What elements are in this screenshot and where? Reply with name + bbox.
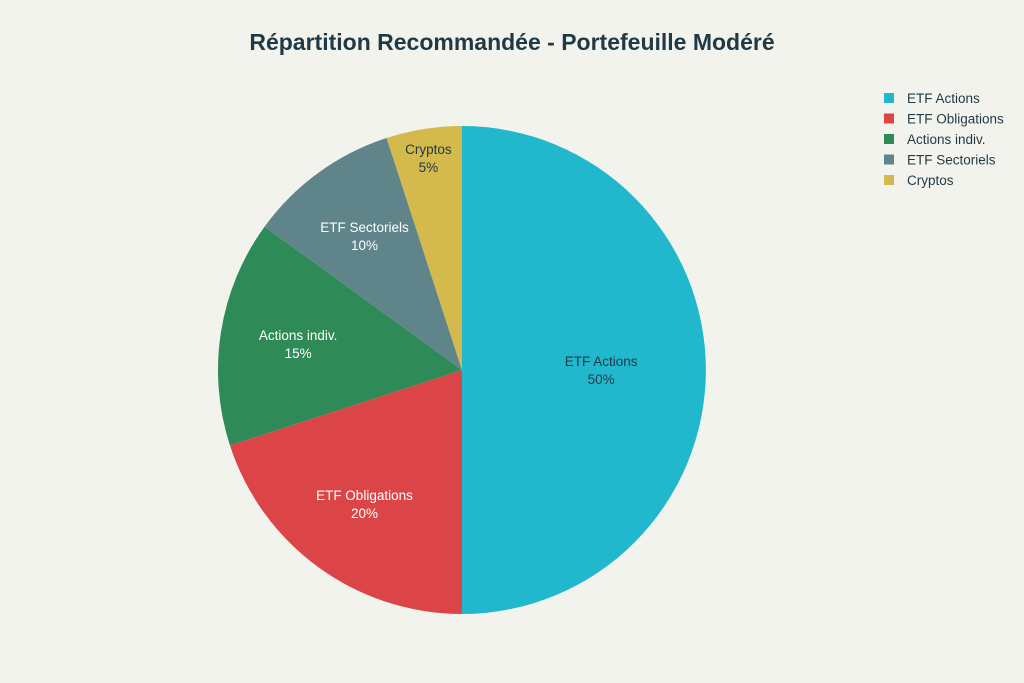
slice-value-etf-actions: 50% xyxy=(588,372,615,387)
legend-swatch-cryptos xyxy=(884,175,894,185)
legend: ETF Actions ETF Obligations Actions indiv.… xyxy=(884,91,1004,188)
legend-label-actions-indiv: Actions indiv. xyxy=(907,132,986,147)
legend-swatch-etf-obligations xyxy=(884,113,894,124)
slice-value-etf-sectoriels: 10% xyxy=(351,238,378,253)
pie-slices xyxy=(218,126,706,614)
pie-slice-cryptos xyxy=(386,126,462,370)
slice-value-cryptos: 5% xyxy=(419,160,439,175)
pie-slice-labels: ETF Actions 50% ETF Obligations 20% Actions … xyxy=(259,142,638,521)
legend-label-etf-obligations: ETF Obligations xyxy=(907,112,1004,127)
slice-label-etf-obligations: ETF Obligations xyxy=(316,488,413,503)
chart-title: Répartition Recommandée - Portefeuille M… xyxy=(249,29,774,55)
slice-value-actions-indiv: 15% xyxy=(285,346,312,361)
slice-label-etf-actions: ETF Actions xyxy=(565,354,638,369)
pie-slice-actions-indiv xyxy=(218,226,462,446)
slice-label-cryptos: Cryptos xyxy=(405,142,452,157)
legend-label-etf-actions: ETF Actions xyxy=(907,91,980,106)
legend-swatch-etf-sectoriels xyxy=(884,154,894,165)
pie-slice-etf-obligations xyxy=(229,370,462,614)
pie-slice-etf-sectoriels xyxy=(264,137,462,370)
slice-label-etf-sectoriels: ETF Sectoriels xyxy=(320,220,409,235)
pie-slice-etf-actions xyxy=(462,126,706,614)
slice-label-actions-indiv: Actions indiv. xyxy=(259,328,338,343)
legend-label-etf-sectoriels: ETF Sectoriels xyxy=(907,153,996,168)
slice-value-etf-obligations: 20% xyxy=(351,506,378,521)
legend-swatch-actions-indiv xyxy=(884,134,894,144)
legend-label-cryptos: Cryptos xyxy=(907,173,954,188)
legend-swatch-etf-actions xyxy=(884,93,894,103)
